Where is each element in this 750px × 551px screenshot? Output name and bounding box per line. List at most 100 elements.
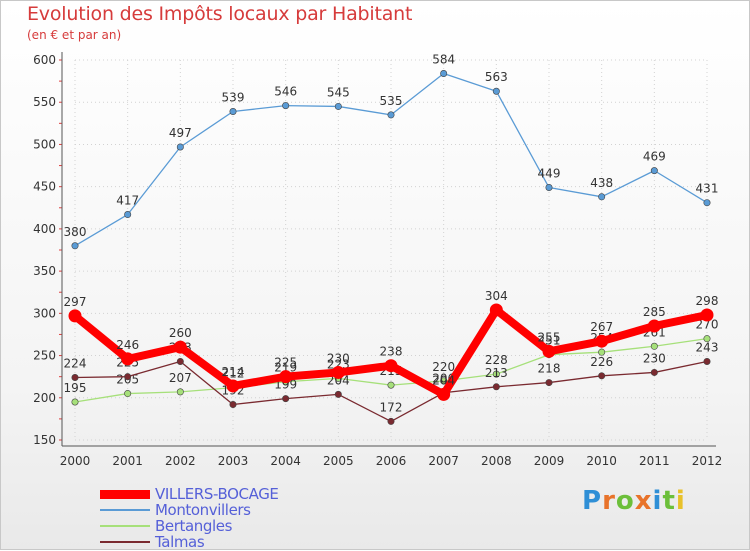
data-label-talmas: 218 [538, 362, 561, 376]
x-tick-label: 2012 [692, 454, 723, 468]
x-tick-label: 2004 [270, 454, 301, 468]
data-point-montonvillers [124, 211, 132, 219]
data-label-montonvillers: 431 [696, 182, 719, 196]
data-point-talmas [229, 401, 237, 409]
x-tick-label: 2007 [428, 454, 459, 468]
data-point-bertangles [703, 335, 711, 343]
data-point-talmas [282, 395, 290, 403]
logo-letter: o [615, 486, 635, 516]
data-point-villers-bocage [279, 370, 293, 384]
data-label-montonvillers: 380 [64, 225, 87, 239]
legend-label-talmas: Talmas [155, 533, 205, 551]
data-label-montonvillers: 539 [222, 91, 245, 105]
x-tick-label: 2005 [323, 454, 354, 468]
data-point-montonvillers [440, 70, 448, 78]
data-label-talmas: 172 [380, 400, 403, 414]
data-label-talmas: 224 [64, 357, 87, 371]
logo-letter: x [634, 486, 653, 516]
data-point-montonvillers [387, 111, 395, 119]
data-point-talmas [545, 379, 553, 387]
data-point-bertangles [387, 381, 395, 389]
data-label-montonvillers: 545 [327, 85, 350, 99]
logo-letter: P [582, 486, 603, 516]
data-point-talmas [598, 372, 606, 380]
data-point-villers-bocage [331, 365, 345, 379]
x-tick-label: 2008 [481, 454, 512, 468]
data-point-bertangles [492, 370, 500, 378]
data-label-talmas: 243 [696, 340, 719, 354]
data-label-villers-bocage: 246 [116, 338, 139, 352]
data-point-montonvillers [229, 108, 237, 116]
data-label-bertangles: 207 [169, 371, 192, 385]
data-label-montonvillers: 546 [274, 85, 297, 99]
y-tick-label: 400 [33, 222, 56, 236]
data-label-villers-bocage: 204 [432, 373, 455, 387]
data-label-montonvillers: 417 [116, 194, 139, 208]
data-label-bertangles: 219 [274, 361, 297, 375]
y-tick-label: 150 [33, 433, 56, 447]
data-point-montonvillers [545, 184, 553, 192]
data-point-bertangles [124, 390, 132, 398]
data-label-montonvillers: 449 [538, 167, 561, 181]
data-point-villers-bocage [489, 303, 503, 317]
data-label-montonvillers: 497 [169, 126, 192, 140]
x-tick-label: 2011 [639, 454, 670, 468]
legend-swatch-bertangles [100, 525, 150, 527]
data-label-villers-bocage: 230 [327, 351, 350, 365]
legend-label-montonvillers: Montonvillers [155, 501, 251, 519]
logo-letter: i [652, 486, 663, 516]
chart-title: Evolution des Impôts locaux par Habitant [27, 3, 413, 25]
data-label-montonvillers: 469 [643, 150, 666, 164]
data-point-villers-bocage [595, 334, 609, 348]
data-point-talmas [124, 373, 132, 381]
logo-letter: i [675, 486, 686, 516]
data-label-villers-bocage: 285 [643, 305, 666, 319]
data-label-villers-bocage: 225 [274, 356, 297, 370]
data-point-talmas [703, 357, 711, 365]
logo-letter: t [662, 486, 676, 516]
legend-swatch-montonvillers [100, 509, 150, 511]
data-point-villers-bocage [437, 387, 451, 401]
data-label-villers-bocage: 267 [590, 320, 613, 334]
data-point-talmas [176, 357, 184, 365]
y-tick-label: 250 [33, 349, 56, 363]
data-point-talmas [650, 368, 658, 376]
data-point-villers-bocage [647, 319, 661, 333]
y-tick-label: 550 [33, 95, 56, 109]
data-point-montonvillers [703, 199, 711, 207]
chart-subtitle: (en € et par an) [27, 28, 122, 42]
data-point-villers-bocage [384, 359, 398, 373]
x-tick-label: 2002 [165, 454, 196, 468]
legend-label-bertangles: Bertangles [155, 517, 232, 535]
proxiti-logo: Proxiti [582, 486, 686, 516]
data-point-talmas [71, 374, 79, 382]
data-label-montonvillers: 535 [380, 94, 403, 108]
logo-letter: r [602, 486, 616, 516]
data-point-villers-bocage [173, 340, 187, 354]
data-label-bertangles: 228 [485, 353, 508, 367]
data-label-villers-bocage: 304 [485, 289, 508, 303]
data-label-villers-bocage: 238 [380, 345, 403, 359]
x-tick-label: 2001 [112, 454, 143, 468]
data-point-bertangles [440, 377, 448, 385]
data-label-talmas: 226 [590, 355, 613, 369]
data-point-villers-bocage [68, 309, 82, 323]
data-point-bertangles [176, 388, 184, 396]
data-point-bertangles [650, 342, 658, 350]
data-point-talmas [387, 417, 395, 425]
data-label-montonvillers: 584 [432, 53, 455, 67]
data-label-villers-bocage: 255 [538, 330, 561, 344]
y-tick-label: 500 [33, 137, 56, 151]
x-tick-label: 2009 [534, 454, 565, 468]
data-label-montonvillers: 563 [485, 70, 508, 84]
data-point-bertangles [71, 398, 79, 406]
data-point-villers-bocage [226, 379, 240, 393]
data-point-bertangles [598, 348, 606, 356]
data-point-montonvillers [334, 102, 342, 110]
data-point-villers-bocage [542, 344, 556, 358]
data-point-montonvillers [492, 87, 500, 95]
x-tick-label: 2010 [586, 454, 617, 468]
data-label-bertangles: 270 [696, 318, 719, 332]
data-label-villers-bocage: 298 [696, 294, 719, 308]
